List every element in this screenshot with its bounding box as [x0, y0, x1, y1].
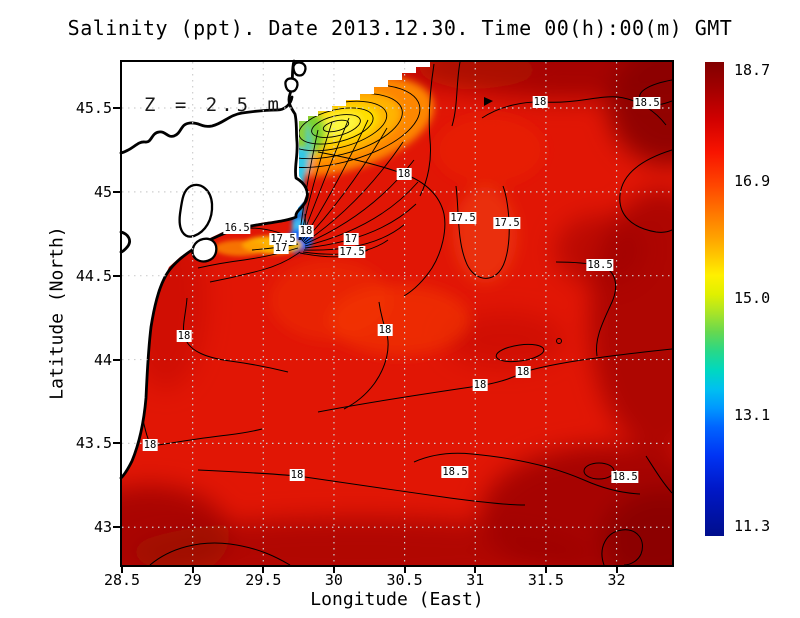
contour-label: 18 [532, 96, 548, 108]
y-tick-mark [113, 107, 121, 109]
contour-label: 17.5 [449, 212, 477, 224]
x-tick-mark [403, 566, 406, 573]
delta-islands-and-lagoons [178, 61, 307, 263]
x-tick-mark [262, 566, 265, 573]
contour-label: 18 [176, 330, 192, 342]
contour-label: 18 [396, 168, 412, 180]
figure-title: Salinity (ppt). Date 2013.12.30. Time 00… [67, 16, 733, 40]
island [292, 61, 307, 77]
contour-label: 18 [377, 324, 393, 336]
colorbar-tick-label: 18.7 [734, 61, 771, 79]
y-tick-mark [113, 358, 121, 361]
contour-label: 18.5 [611, 471, 639, 483]
coastline [119, 59, 309, 480]
x-tick-label: 31 [466, 571, 485, 589]
contour-label: 18 [289, 469, 305, 481]
contour-label: 18.5 [441, 466, 469, 478]
x-tick-mark [544, 566, 547, 573]
depth-label: Z = 2.5 m [144, 94, 283, 116]
contour-label: 17.5 [493, 217, 521, 229]
y-tick-mark [113, 274, 121, 277]
contour-label: 16.5 [223, 222, 251, 234]
contour-label: 18 [515, 366, 531, 378]
contour-label: 17.5 [338, 246, 366, 258]
x-tick-label: 31.5 [527, 571, 564, 589]
y-tick-label: 43.5 [75, 434, 112, 453]
y-tick-mark [113, 526, 121, 529]
x-tick-label: 30.5 [386, 571, 423, 589]
land [119, 59, 430, 480]
colorbar-tick-label: 16.9 [734, 171, 771, 190]
x-tick-mark [121, 566, 123, 573]
contour-label: 17 [273, 242, 289, 254]
x-tick-label: 32 [607, 571, 626, 589]
y-tick-label: 44 [93, 350, 112, 369]
contour-label: 17 [343, 233, 359, 245]
danube-river-outline [119, 95, 294, 155]
x-tick-mark [615, 566, 618, 573]
brighter-red-regions [270, 115, 545, 355]
contour-label: 18 [142, 439, 158, 451]
colorbar [705, 62, 724, 536]
contour-lines [142, 62, 672, 565]
land-fill [121, 61, 430, 478]
lagoon [178, 183, 214, 238]
y-tick-mark [113, 190, 121, 193]
y-tick-label: 45 [93, 182, 112, 201]
y-tick-mark [113, 442, 121, 445]
y-tick-label: 43 [93, 518, 112, 537]
y-tick-label: 44.5 [75, 266, 112, 285]
x-tick-mark [191, 566, 194, 573]
island [284, 77, 299, 93]
x-tick-label: 29.5 [245, 571, 282, 589]
x-tick-mark [474, 566, 477, 573]
contour-label: 18 [298, 225, 314, 237]
left-edge-inlet [119, 230, 131, 254]
contour-label: 18.5 [586, 259, 614, 271]
x-axis-title: Longitude (East) [310, 589, 484, 610]
x-tick-label: 29 [183, 571, 202, 589]
colorbar-tick-label: 11.3 [734, 517, 771, 535]
plot-frame [120, 60, 674, 567]
x-tick-label: 28.5 [103, 571, 141, 589]
contour-label: 18.5 [633, 97, 661, 109]
lagoon [191, 237, 218, 263]
contour-label: 18 [472, 379, 488, 391]
y-axis-title: Latitude (North) [46, 226, 68, 400]
x-tick-mark [332, 566, 335, 573]
x-tick-label: 30 [324, 571, 343, 589]
y-tick-label: 45.5 [75, 99, 112, 117]
colorbar-tick-label: 15.0 [734, 289, 771, 307]
colorbar-tick-label: 13.1 [734, 406, 771, 425]
